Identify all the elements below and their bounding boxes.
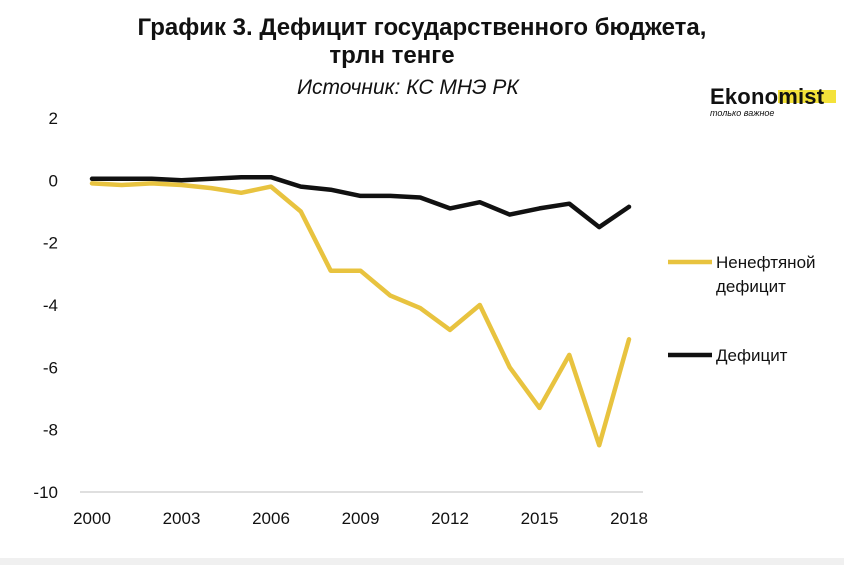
logo-tagline: только важное xyxy=(710,108,775,118)
chart-legend: Ненефтяной дефицит Дефицит xyxy=(668,253,816,365)
chart-source: Источник: КС МНЭ РК xyxy=(297,76,519,99)
legend-label-deficit: Дефицит xyxy=(716,346,788,365)
x-tick-label: 2009 xyxy=(342,509,380,528)
bottom-divider xyxy=(0,558,844,565)
x-tick-label: 2015 xyxy=(521,509,559,528)
y-tick-label: 0 xyxy=(49,171,58,190)
logo-highlight xyxy=(778,90,836,103)
y-tick-label: -2 xyxy=(43,234,58,253)
x-tick-label: 2003 xyxy=(163,509,201,528)
x-tick-label: 2006 xyxy=(252,509,290,528)
chart-title-line2: трлн тенге xyxy=(329,42,455,69)
ekonomist-logo: Ekonomist только важное xyxy=(706,84,836,124)
x-tick-label: 2000 xyxy=(73,509,111,528)
logo-wordmark: Ekonomist xyxy=(710,84,825,109)
y-tick-label: -10 xyxy=(33,483,58,502)
x-tick-label: 2012 xyxy=(431,509,469,528)
chart-title-line1: График 3. Дефицит государственного бюдже… xyxy=(137,14,707,41)
x-tick-label: 2018 xyxy=(610,509,648,528)
y-tick-label: -4 xyxy=(43,296,58,315)
series-line-deficit xyxy=(89,174,632,230)
series-line-non-oil-deficit xyxy=(89,181,632,448)
chart-series xyxy=(89,174,632,448)
chart-axes: 2 0 -2 -4 -6 -8 -10 2000 2003 2006 2009 2012 2015 201… xyxy=(33,109,647,528)
y-tick-label: -8 xyxy=(43,421,58,440)
legend-label-non-oil-deficit-line2: дефицит xyxy=(716,277,786,296)
legend-label-non-oil-deficit-line1: Ненефтяной xyxy=(716,253,816,272)
y-tick-label: 2 xyxy=(49,109,58,128)
y-tick-label: -6 xyxy=(43,358,58,377)
